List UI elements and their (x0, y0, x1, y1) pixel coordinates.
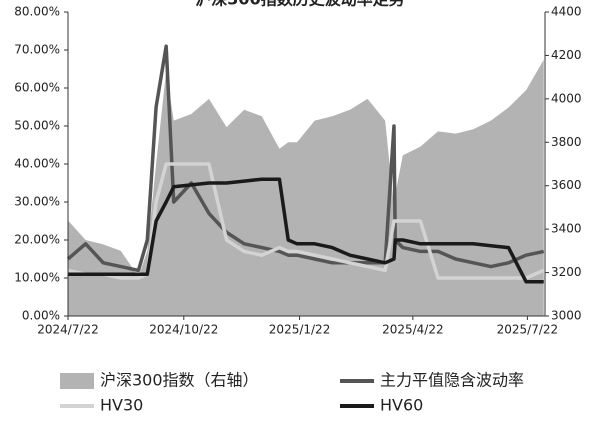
y2-tick-label: 4200 (551, 48, 582, 62)
y2-tick-label: 3400 (551, 222, 582, 236)
y-tick-label: 0.00% (22, 309, 60, 323)
x-tick-label: 2024/7/22 (37, 323, 99, 337)
y2-tick-label: 3800 (551, 135, 582, 149)
legend-label: 沪深300指数（右轴） (100, 371, 259, 390)
y-tick-label: 50.00% (14, 119, 60, 133)
y2-tick-label: 4000 (551, 91, 582, 105)
legend-swatch (60, 373, 94, 389)
legend-label: HV30 (100, 396, 143, 415)
vol-line (68, 177, 544, 284)
y-tick-label: 10.00% (14, 271, 60, 285)
legend-label: 主力平值隐含波动率 (380, 371, 524, 390)
chart-title: 沪深300指数历史波动率走势 (195, 0, 404, 9)
y2-tick-label: 3200 (551, 265, 582, 279)
y-tick-label: 70.00% (14, 43, 60, 57)
y-tick-label: 40.00% (14, 157, 60, 171)
y2-tick-label: 3600 (551, 178, 582, 192)
y2-tick-label: 3000 (551, 309, 582, 323)
vol-line (66, 44, 545, 273)
y-tick-label: 80.00% (14, 5, 60, 19)
x-tick-label: 2025/4/22 (382, 323, 444, 337)
y-tick-label: 30.00% (14, 195, 60, 209)
x-tick-label: 2025/7/22 (497, 323, 559, 337)
y2-tick-label: 4400 (551, 5, 582, 19)
y-tick-label: 20.00% (14, 233, 60, 247)
x-tick-label: 2025/1/22 (269, 323, 331, 337)
y-tick-label: 60.00% (14, 81, 60, 95)
legend-label: HV60 (380, 396, 423, 415)
x-tick-label: 2024/10/22 (149, 323, 218, 337)
